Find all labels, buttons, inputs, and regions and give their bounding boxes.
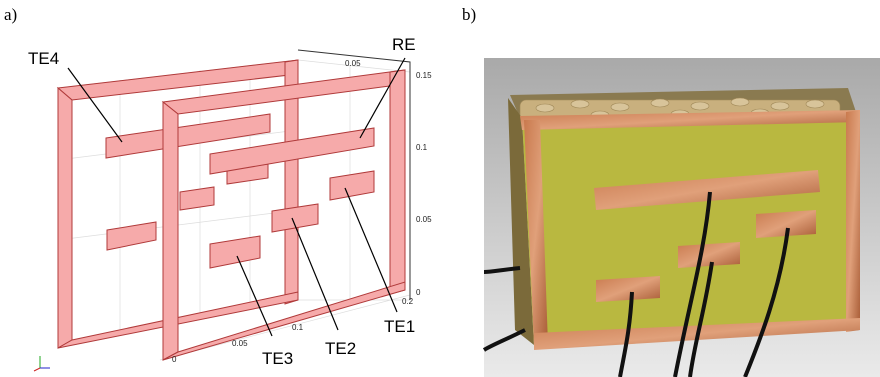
photo <box>484 58 880 377</box>
tick-label: 0.1 <box>292 323 304 332</box>
panel-tag: a) <box>4 5 17 24</box>
tick-label: 0.15 <box>416 71 432 80</box>
panel-tag: b) <box>462 5 476 24</box>
tick-label: 0.1 <box>416 143 428 152</box>
label: TE3 <box>262 349 293 368</box>
tick-label: 0.05 <box>232 339 248 348</box>
tick-label: 0 <box>172 355 177 364</box>
tick-label: 0.05 <box>416 215 432 224</box>
tick-label: 0.05 <box>345 59 361 68</box>
tick-label: 0.2 <box>402 297 414 306</box>
label: TE4 <box>28 49 59 68</box>
tick-label: 0 <box>416 288 421 297</box>
label: RE <box>392 35 416 54</box>
label: TE1 <box>384 317 415 336</box>
label: TE2 <box>325 339 356 358</box>
figure: a) TE4 RE TE1 TE2 TE3 0.05 0.15 0 <box>0 0 880 377</box>
axes-icon <box>34 356 50 371</box>
plates <box>106 114 270 250</box>
